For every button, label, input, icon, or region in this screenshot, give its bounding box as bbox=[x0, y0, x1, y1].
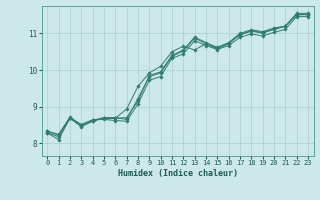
X-axis label: Humidex (Indice chaleur): Humidex (Indice chaleur) bbox=[118, 169, 237, 178]
